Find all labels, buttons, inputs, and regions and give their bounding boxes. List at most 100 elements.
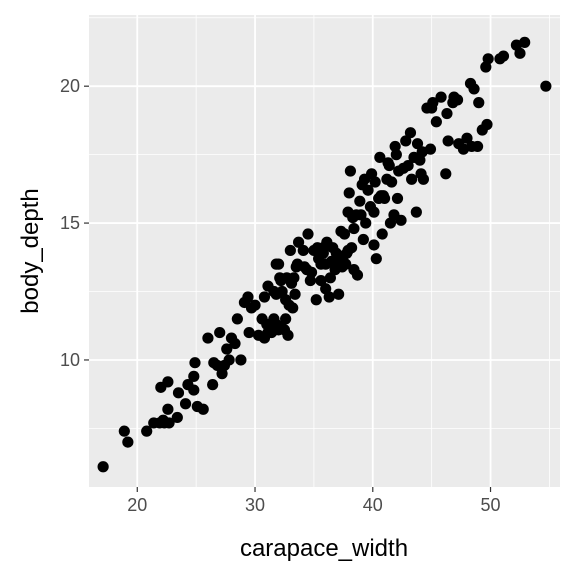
data-point (482, 53, 494, 65)
data-point (249, 299, 261, 311)
data-point (289, 288, 301, 300)
data-point (298, 261, 311, 273)
data-point (162, 376, 174, 388)
data-point (325, 255, 338, 268)
x-tick-label: 50 (481, 495, 501, 515)
data-point (400, 135, 412, 147)
data-point (118, 425, 130, 437)
data-point (494, 53, 506, 65)
data-point (313, 253, 325, 265)
data-point (302, 228, 314, 240)
data-point (258, 332, 271, 344)
data-point (172, 387, 185, 399)
data-point (288, 272, 300, 284)
data-point (229, 337, 241, 350)
data-point (406, 173, 418, 185)
data-point (335, 225, 347, 237)
data-point (330, 247, 342, 259)
x-axis: 20 30 40 50 (127, 487, 501, 515)
data-point (471, 140, 484, 153)
data-point (435, 91, 447, 103)
data-point (97, 461, 109, 473)
data-point (343, 187, 355, 199)
data-point (208, 357, 220, 369)
data-point (141, 425, 153, 437)
data-point (162, 403, 174, 415)
data-point (310, 294, 322, 306)
data-point (171, 411, 183, 424)
data-point (221, 343, 233, 355)
data-point (424, 143, 437, 155)
data-point (197, 403, 209, 415)
data-point (357, 233, 369, 246)
data-point (333, 288, 345, 300)
data-point (383, 159, 395, 172)
data-point (377, 190, 389, 202)
data-point (386, 176, 398, 188)
data-point (243, 326, 255, 339)
data-point (341, 247, 353, 259)
data-point (395, 214, 407, 226)
data-points (97, 36, 552, 473)
data-point (468, 83, 480, 95)
data-point (415, 168, 427, 180)
data-point (473, 97, 485, 109)
data-point (389, 140, 401, 153)
data-point (163, 417, 175, 429)
data-point (235, 354, 247, 366)
data-point (242, 291, 254, 303)
data-point (122, 436, 134, 448)
data-point (364, 201, 377, 213)
data-point (290, 261, 302, 273)
data-point (430, 116, 442, 128)
data-point (280, 313, 292, 325)
data-point (451, 94, 464, 106)
x-tick-label: 20 (127, 495, 147, 515)
data-point (457, 143, 470, 155)
data-point (354, 195, 366, 207)
data-point (189, 357, 201, 369)
data-point (441, 107, 453, 120)
data-point (362, 184, 374, 196)
y-axis-title: body_depth (17, 188, 44, 313)
data-point (258, 291, 271, 303)
data-point (336, 261, 348, 273)
data-point (358, 173, 371, 185)
data-point (411, 138, 424, 150)
data-point (391, 192, 404, 205)
data-point (369, 176, 381, 188)
data-point (404, 127, 417, 139)
x-tick-label: 30 (245, 495, 265, 515)
data-point (270, 258, 282, 270)
data-point (348, 222, 360, 235)
data-point (360, 217, 372, 229)
data-point (214, 326, 226, 339)
y-tick-label: 10 (60, 350, 80, 370)
data-point (351, 269, 364, 281)
data-point (304, 274, 316, 287)
data-point (188, 370, 200, 382)
data-point (179, 398, 192, 410)
data-point (410, 206, 422, 218)
data-point (324, 272, 336, 284)
data-point (514, 47, 526, 59)
data-point (540, 80, 552, 92)
data-point (207, 379, 219, 391)
data-point (270, 288, 282, 300)
x-tick-label: 40 (363, 495, 383, 515)
data-point (231, 313, 243, 325)
y-tick-label: 15 (60, 213, 80, 233)
data-point (481, 118, 493, 131)
data-point (390, 149, 402, 161)
data-point (283, 299, 295, 311)
y-axis: 10 15 20 (60, 76, 89, 370)
data-point (427, 97, 439, 109)
data-point (256, 313, 268, 325)
data-point (442, 135, 454, 147)
data-point (370, 253, 382, 265)
y-tick-label: 20 (60, 76, 80, 96)
data-point (284, 244, 296, 257)
data-point (368, 239, 380, 251)
data-point (397, 162, 409, 174)
